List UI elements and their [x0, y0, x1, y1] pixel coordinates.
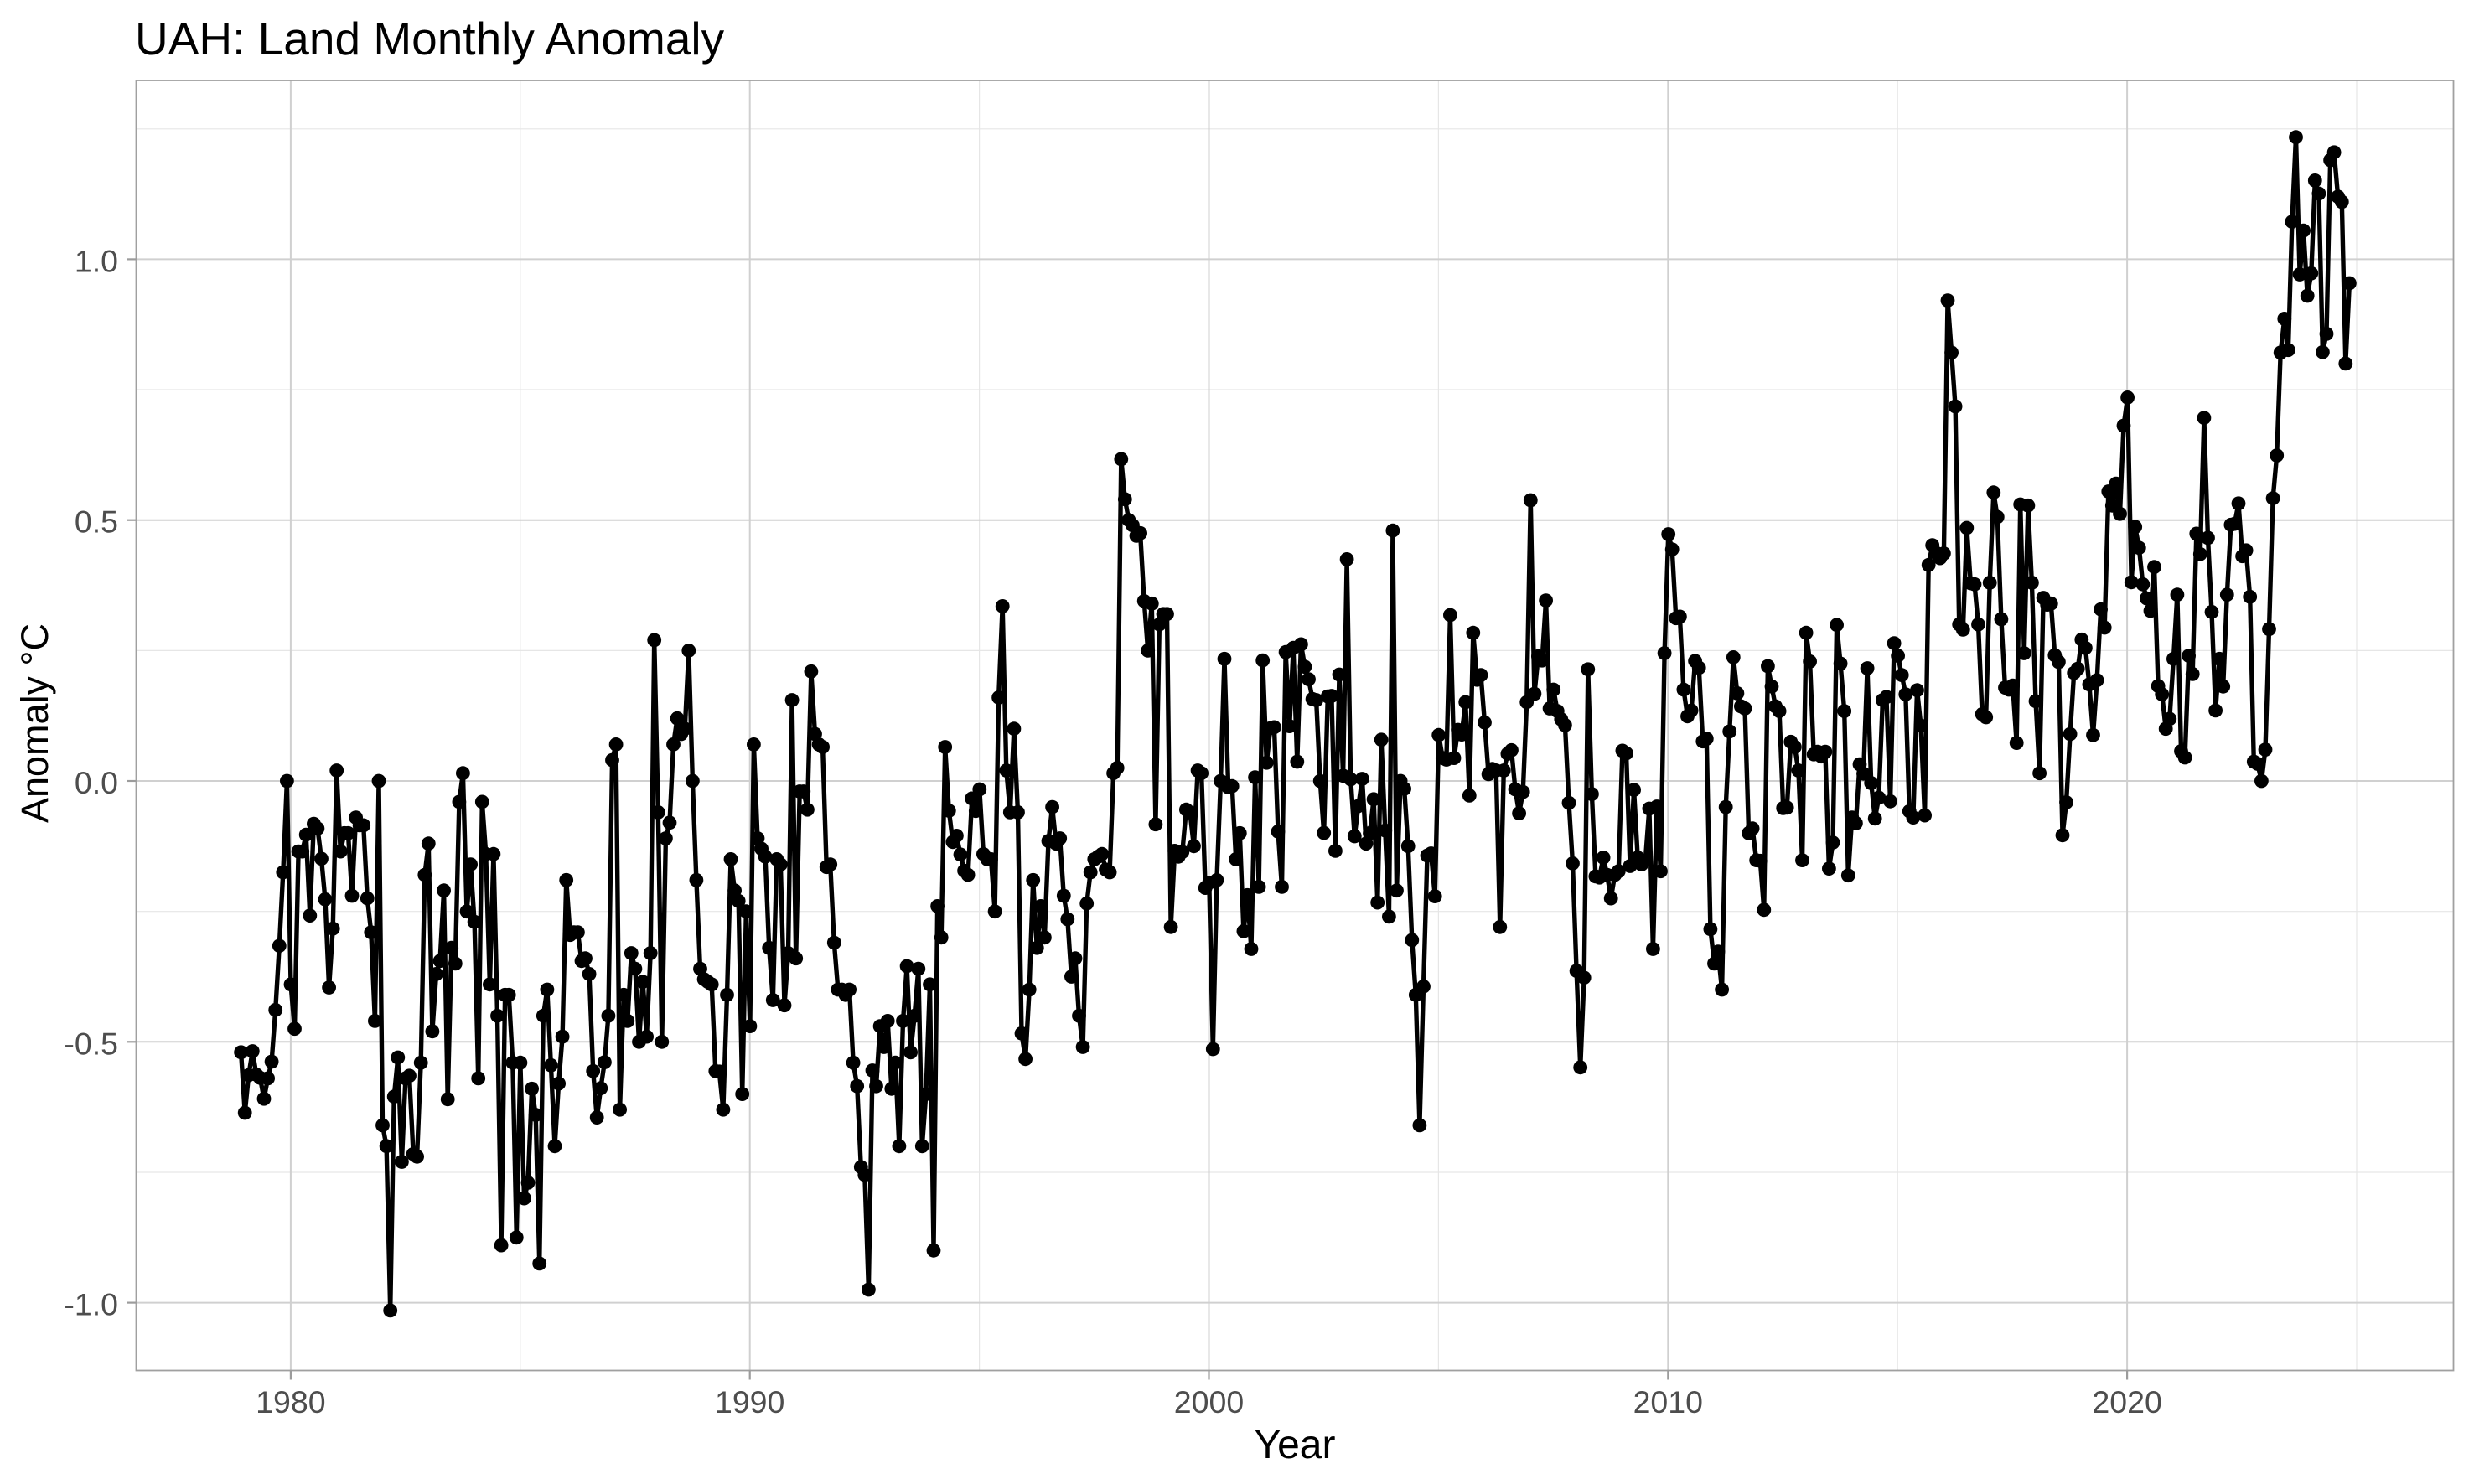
- svg-text:1980: 1980: [256, 1384, 325, 1419]
- svg-text:-1.0: -1.0: [64, 1287, 118, 1322]
- svg-text:-0.5: -0.5: [64, 1026, 118, 1061]
- svg-text:2020: 2020: [2092, 1384, 2161, 1419]
- svg-text:0.5: 0.5: [75, 504, 118, 540]
- svg-text:Year: Year: [1255, 1423, 1336, 1467]
- svg-text:1990: 1990: [715, 1384, 784, 1419]
- svg-text:UAH: Land Monthly Anomaly: UAH: Land Monthly Anomaly: [135, 13, 725, 65]
- svg-text:1.0: 1.0: [75, 243, 118, 278]
- svg-text:Anomaly °C: Anomaly °C: [13, 623, 56, 823]
- svg-text:2000: 2000: [1174, 1384, 1244, 1419]
- svg-text:2010: 2010: [1633, 1384, 1703, 1419]
- svg-text:0.0: 0.0: [75, 765, 118, 800]
